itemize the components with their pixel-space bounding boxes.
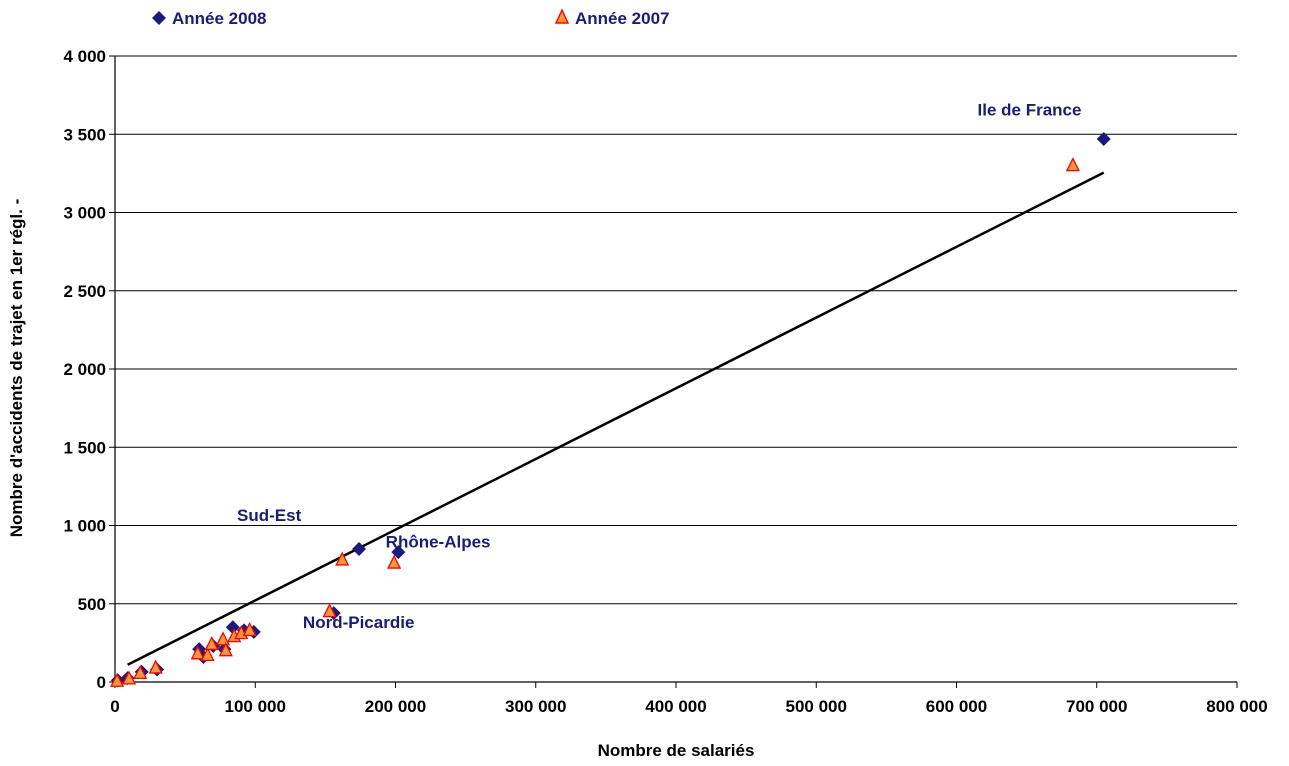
point-2007 xyxy=(1065,157,1080,172)
y-tick-label: 3 500 xyxy=(63,125,106,144)
trendline-layer xyxy=(127,171,1105,666)
point-2007 xyxy=(387,554,402,569)
legend-triangle-marker xyxy=(554,8,570,24)
y-tick-label: 3 000 xyxy=(63,204,106,223)
y-tick-label: 500 xyxy=(78,595,106,614)
point-2008 xyxy=(1096,131,1111,146)
y-tick-label: 4 000 xyxy=(63,47,106,66)
legend-label-2008: Année 2008 xyxy=(172,9,267,28)
x-tick-label: 200 000 xyxy=(365,697,426,716)
legend-item-2007: Année 2007 xyxy=(554,8,670,28)
point-2008 xyxy=(225,620,240,635)
y-axis-title: Nombre d'accidents de trajet en 1er régl… xyxy=(7,199,26,537)
point-2007 xyxy=(335,551,350,566)
point-2007 xyxy=(242,621,257,637)
y-tick-label: 2 500 xyxy=(63,282,106,301)
data-points xyxy=(110,131,1111,688)
point-2007 xyxy=(200,646,215,662)
point-2007 xyxy=(322,603,337,618)
x-tick-label: 0 xyxy=(110,697,119,716)
point-2008 xyxy=(352,541,367,556)
point-2007 xyxy=(204,635,219,651)
point-2007 xyxy=(190,645,205,660)
point-2007 xyxy=(215,631,231,646)
x-tick-label: 400 000 xyxy=(645,697,706,716)
x-tick-label: 700 000 xyxy=(1066,697,1127,716)
point-2007 xyxy=(110,672,125,687)
y-tick-label: 2 000 xyxy=(63,360,106,379)
legend-item-2008: Année 2008 xyxy=(152,9,267,28)
x-tick-label: 800 000 xyxy=(1206,697,1267,716)
x-axis-ticks: 0 100 000 200 000 300 000 400 000 500 000 600 … xyxy=(110,682,1268,716)
region-annotation: Nord-Picardie xyxy=(303,613,414,632)
y-tick-label: 1 500 xyxy=(63,438,106,457)
x-tick-label: 100 000 xyxy=(225,697,286,716)
trendline xyxy=(127,171,1105,666)
legend-diamond-marker xyxy=(152,11,166,25)
x-axis-title: Nombre de salariés xyxy=(598,741,755,760)
point-2008 xyxy=(391,545,406,560)
legend: Année 2008 Année 2007 xyxy=(152,8,670,28)
x-tick-label: 300 000 xyxy=(505,697,566,716)
x-tick-label: 600 000 xyxy=(926,697,987,716)
point-2007 xyxy=(133,664,148,680)
region-annotation: Sud-Est xyxy=(237,506,302,525)
point-2007 xyxy=(121,670,137,685)
y-axis-ticks: 0 500 1 000 1 500 2 000 2 500 3 000 3 500 4 000 xyxy=(63,47,115,692)
point-2007 xyxy=(218,642,233,657)
y-tick-label: 0 xyxy=(97,673,106,692)
point-2007 xyxy=(148,659,163,674)
x-tick-label: 500 000 xyxy=(786,697,847,716)
region-annotation: Rhône-Alpes xyxy=(386,532,491,551)
annotations: Ile de France Sud-Est Rhône-Alpes Nord-Pica… xyxy=(237,100,1081,632)
y-tick-label: 1 000 xyxy=(63,517,106,536)
gridlines xyxy=(115,55,1237,605)
legend-label-2007: Année 2007 xyxy=(575,9,670,28)
region-annotation: Ile de France xyxy=(978,100,1082,119)
